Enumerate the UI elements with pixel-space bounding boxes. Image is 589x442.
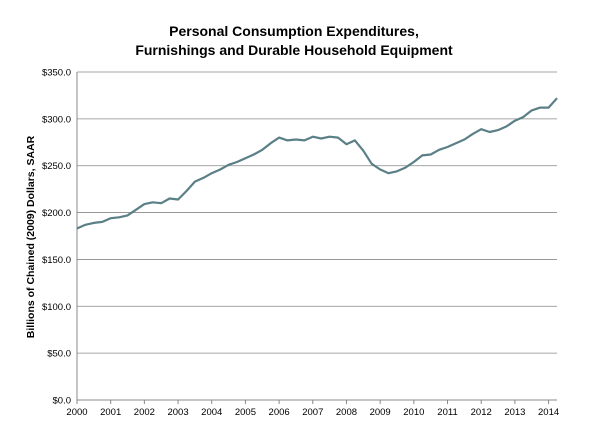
x-tick-label: 2012 [471, 407, 492, 418]
y-tick-label: $0.0 [53, 396, 72, 407]
x-tick-label: 2005 [235, 407, 256, 418]
y-tick-label: $350.0 [42, 68, 71, 79]
chart-title-line-1: Personal Consumption Expenditures, [169, 23, 419, 39]
x-tick-label: 2002 [134, 407, 155, 418]
chart-title-line-2: Furnishings and Durable Household Equipm… [135, 42, 453, 58]
x-tick-label: 2001 [100, 407, 121, 418]
x-tick-label: 2004 [201, 407, 222, 418]
y-axis-title: Billions of Chained (2009) Dollars, SAAR [25, 135, 37, 338]
x-tick-label: 2010 [403, 407, 424, 418]
x-tick-label: 2009 [370, 407, 391, 418]
x-axis-tick-labels: 2000 2001 2002 2003 2004 2005 2006 2007 2008 2009… [66, 407, 559, 418]
x-tick-label: 2014 [538, 407, 559, 418]
x-tick-label: 2007 [302, 407, 323, 418]
series-layer [76, 97, 558, 230]
series-line [76, 97, 558, 230]
x-tick-label: 2013 [504, 407, 525, 418]
y-tick-label: $250.0 [42, 161, 71, 172]
x-tick-label: 2003 [167, 407, 188, 418]
x-tick-label: 2011 [437, 407, 457, 418]
y-tick-label: $300.0 [42, 114, 71, 125]
axes [76, 72, 557, 404]
y-tick-label: $200.0 [42, 208, 71, 219]
gridlines [77, 71, 557, 354]
y-tick-label: $50.0 [47, 349, 71, 360]
x-tick-label: 2000 [66, 407, 87, 418]
x-tick-label: 2006 [269, 407, 290, 418]
y-tick-label: $100.0 [42, 302, 71, 313]
x-tick-label: 2008 [336, 407, 357, 418]
y-tick-label: $150.0 [42, 255, 71, 266]
y-axis-tick-labels: $0.0 $50.0 $100.0 $150.0 $200.0 $250.0 $300.0 $… [42, 68, 71, 407]
